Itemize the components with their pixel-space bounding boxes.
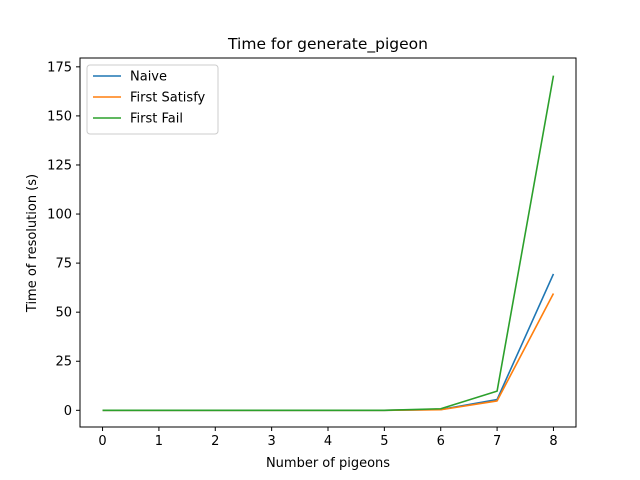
x-tick-label-0: 0 bbox=[98, 434, 106, 449]
chart-title: Time for generate_pigeon bbox=[227, 35, 428, 54]
legend-label-0: Naive bbox=[130, 70, 167, 85]
y-tick-label-1: 25 bbox=[55, 355, 72, 370]
x-tick-label-4: 4 bbox=[324, 434, 332, 449]
y-tick-label-3: 75 bbox=[55, 257, 72, 272]
y-tick-label-6: 150 bbox=[47, 109, 72, 124]
x-tick-label-7: 7 bbox=[493, 434, 501, 449]
x-axis-label: Number of pigeons bbox=[266, 456, 390, 471]
x-tick-label-8: 8 bbox=[549, 434, 557, 449]
plot-area: 0 1 2 3 4 5 6 7 8 0 25 50 75 100 125 150 175 bbox=[47, 57, 577, 449]
y-axis-label: Time of resolution (s) bbox=[25, 174, 40, 313]
series-line-2 bbox=[102, 75, 555, 412]
x-tick-label-3: 3 bbox=[267, 434, 275, 449]
x-tick-label-5: 5 bbox=[380, 434, 388, 449]
x-tick-label-6: 6 bbox=[437, 434, 445, 449]
y-tick-label-0: 0 bbox=[64, 404, 72, 419]
y-tick-label-2: 50 bbox=[55, 306, 72, 321]
legend-label-2: First Fail bbox=[130, 112, 183, 127]
legend: Naive First Satisfy First Fail bbox=[86, 64, 219, 135]
y-tick-label-7: 175 bbox=[47, 60, 72, 75]
legend-box bbox=[86, 64, 219, 135]
x-tick-label-2: 2 bbox=[211, 434, 219, 449]
legend-label-1: First Satisfy bbox=[130, 91, 206, 106]
y-tick-label-4: 100 bbox=[47, 208, 72, 223]
x-tick-label-1: 1 bbox=[155, 434, 163, 449]
y-tick-label-5: 125 bbox=[47, 158, 72, 173]
